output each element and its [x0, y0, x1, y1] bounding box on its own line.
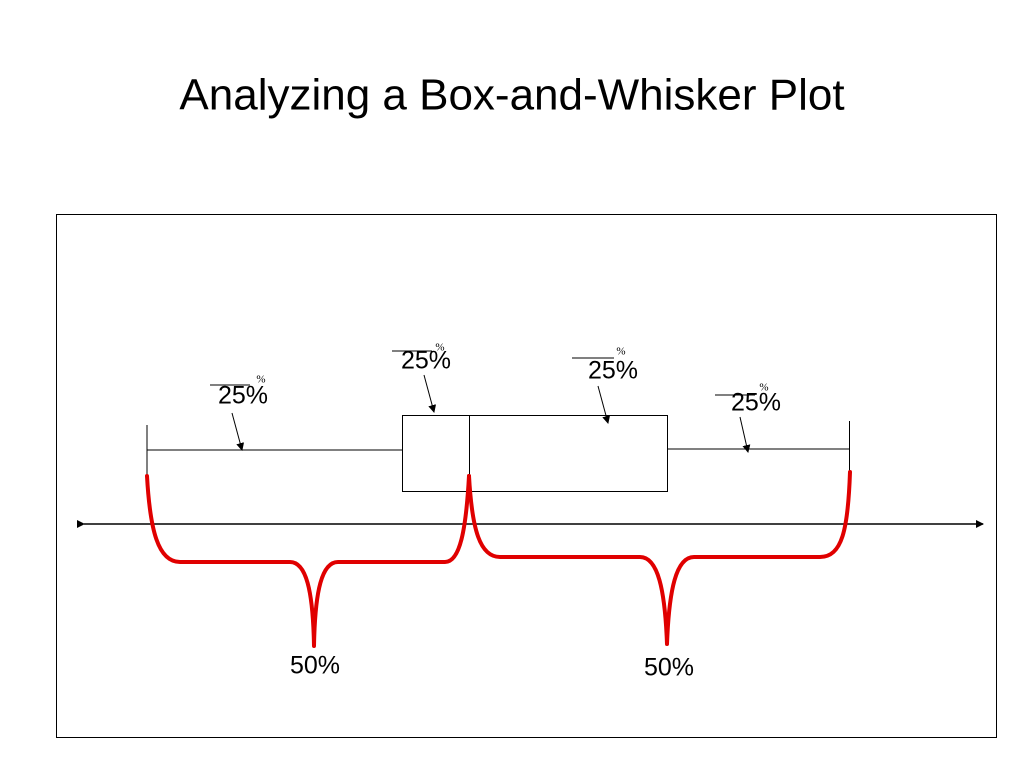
brace	[467, 470, 852, 646]
percent-mark: %	[435, 342, 444, 354]
quarter-label: 25%	[218, 382, 268, 410]
percent-mark: %	[256, 374, 265, 386]
percent-mark: %	[616, 346, 625, 358]
slide-title: Analyzing a Box-and-Whisker Plot	[179, 71, 844, 120]
box-plot	[146, 415, 850, 492]
quarter-label: 25%	[731, 389, 781, 417]
frame	[56, 214, 997, 738]
brace	[145, 474, 471, 648]
quarter-label: 25%	[588, 357, 638, 385]
half-label: 50%	[644, 654, 694, 682]
pointer-arrows	[210, 350, 755, 453]
quarter-label: 25%	[401, 347, 451, 375]
percent-mark: %	[759, 382, 768, 394]
half-label: 50%	[290, 652, 340, 680]
